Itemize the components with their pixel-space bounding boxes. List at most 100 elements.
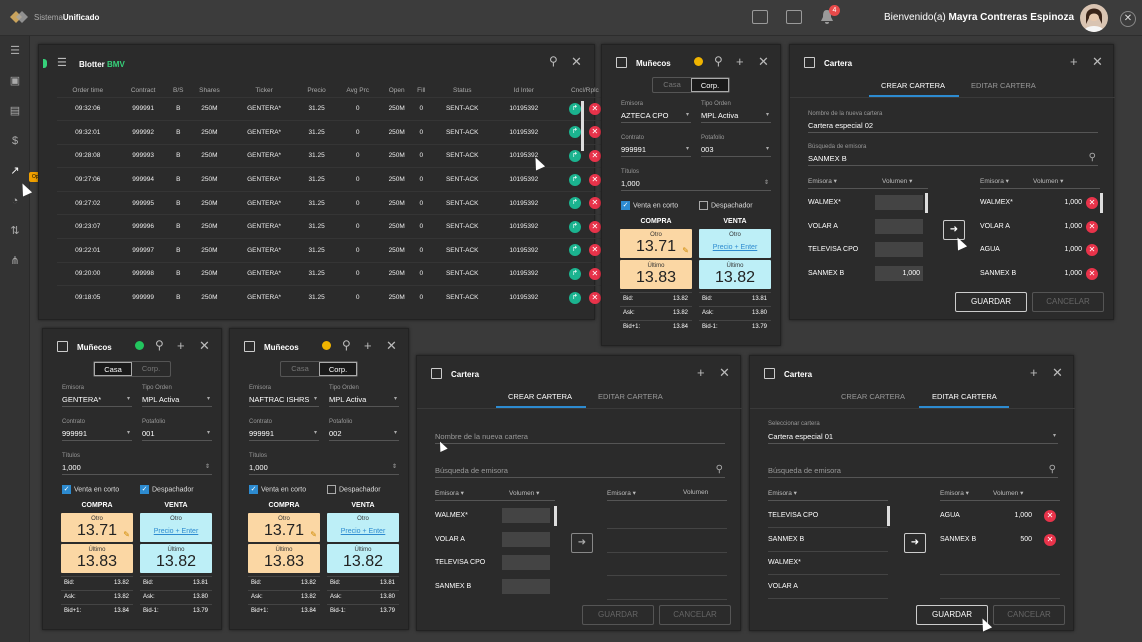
tipo-orden-field[interactable]: MPL Activa ▾ <box>329 395 399 407</box>
hierarchy-icon[interactable]: ⋔ <box>10 255 20 267</box>
search-field[interactable]: SANMEX B ⚲ <box>808 152 1098 166</box>
list-item[interactable]: TELEVISA CPO <box>808 246 859 253</box>
avatar[interactable] <box>1080 4 1108 32</box>
replace-icon[interactable]: ↱ <box>568 173 581 186</box>
remove-icon[interactable]: ✕ <box>1086 220 1098 233</box>
close-icon[interactable]: ✕ <box>1052 365 1063 380</box>
document-icon[interactable]: ▤ <box>9 105 21 117</box>
toggle-casa[interactable]: Casa <box>663 80 681 89</box>
checkbox-box[interactable]: ✓ <box>249 485 258 494</box>
close-icon[interactable]: ✕ <box>571 54 582 69</box>
contrato-field[interactable]: 999991 ▾ <box>621 145 691 157</box>
tab-editar-cartera[interactable]: EDITAR CARTERA <box>598 392 663 401</box>
casa-corp-toggle[interactable]: Casa Corp. <box>93 361 171 377</box>
sell-other-box[interactable]: Otro Precio + Enter <box>327 513 399 542</box>
titulos-field[interactable]: 1,000 ⇕ <box>621 179 771 191</box>
list-item[interactable]: AGUA <box>980 246 1000 253</box>
table-row[interactable]: 09:22:01 999997 B 250M GENTERA* 31.25 0 250M 0 SE… <box>57 238 617 263</box>
close-icon[interactable]: ✕ <box>719 365 730 380</box>
toggle-casa[interactable]: Casa <box>94 362 132 376</box>
add-icon[interactable]: + <box>364 338 372 353</box>
add-arrow-button[interactable]: ➜ <box>571 533 593 553</box>
transfer-icon[interactable]: ⇅ <box>10 225 20 237</box>
emisora-field[interactable]: AZTECA CPO ▾ <box>621 111 691 123</box>
name-field[interactable]: Nombre de la nueva cartera <box>435 432 725 444</box>
scrollbar[interactable] <box>581 101 584 151</box>
cancel-order-icon[interactable]: ✕ <box>588 102 601 115</box>
cancel-order-icon[interactable]: ✕ <box>588 267 601 280</box>
titulos-field[interactable]: 1,000 ⇕ <box>62 463 212 475</box>
tab-crear-cartera[interactable]: CREAR CARTERA <box>508 392 573 401</box>
cartera-select[interactable]: Cartera especial 01 ▾ <box>768 432 1058 444</box>
pencil-icon[interactable]: ✎ <box>682 246 689 255</box>
pencil-icon[interactable]: ✎ <box>123 530 130 539</box>
checkbox-box[interactable]: ✓ <box>62 485 71 494</box>
list-item[interactable]: SANMEX B <box>768 535 805 543</box>
search-icon[interactable]: ⚲ <box>155 338 164 352</box>
replace-icon[interactable]: ↱ <box>568 267 581 280</box>
list-item[interactable]: VOLAR A <box>768 582 798 590</box>
save-button[interactable]: GUARDAR <box>955 292 1027 312</box>
checkbox-box[interactable] <box>327 485 336 494</box>
cancel-order-icon[interactable]: ✕ <box>588 244 601 257</box>
close-icon[interactable]: ✕ <box>1092 54 1103 69</box>
list-item[interactable]: SANMEX B <box>435 582 472 590</box>
dispatcher-checkbox[interactable]: Despachador <box>327 485 381 494</box>
table-row[interactable]: 09:32:06 999991 B 250M GENTERA* 31.25 0 250M 0 SE… <box>57 96 617 121</box>
search-icon[interactable]: ⚲ <box>342 338 351 352</box>
table-row[interactable]: 09:28:08 999993 B 250M GENTERA* 31.25 0 250M 0 SE… <box>57 143 617 168</box>
cancel-order-icon[interactable]: ✕ <box>588 173 601 186</box>
remove-icon[interactable]: ✕ <box>1086 267 1098 280</box>
scrollbar[interactable] <box>887 506 890 526</box>
add-arrow-button[interactable]: ➜ <box>904 533 926 553</box>
toggle-corp[interactable]: Corp. <box>319 362 357 376</box>
cancel-button[interactable]: CANCELAR <box>659 605 731 625</box>
list-item[interactable]: TELEVISA CPO <box>435 559 486 566</box>
operation-icon[interactable]: ↗ <box>10 165 20 177</box>
search-icon[interactable]: ⚲ <box>714 54 723 68</box>
replace-icon[interactable]: ↱ <box>568 244 581 257</box>
list-icon[interactable]: ☰ <box>10 45 20 57</box>
close-icon[interactable]: ✕ <box>199 338 210 353</box>
titulos-field[interactable]: 1,000 ⇕ <box>249 463 399 475</box>
save-button[interactable]: GUARDAR <box>582 605 654 625</box>
toggle-corp[interactable]: Corp. <box>691 78 729 92</box>
replace-icon[interactable]: ↱ <box>568 220 581 233</box>
news-icon[interactable] <box>752 10 768 24</box>
volume-input[interactable] <box>502 508 550 523</box>
cancel-order-icon[interactable]: ✕ <box>588 197 601 210</box>
cancel-order-icon[interactable]: ✕ <box>588 291 601 304</box>
short-sale-checkbox[interactable]: ✓ Venta en corto <box>62 485 119 494</box>
short-sale-checkbox[interactable]: ✓ Venta en corto <box>621 201 678 210</box>
buy-other-box[interactable]: Otro 13.71 ✎ <box>248 513 320 542</box>
price-enter-link[interactable]: Precio + Enter <box>340 528 386 535</box>
table-row[interactable]: 09:23:07 999996 B 250M GENTERA* 31.25 0 250M 0 SE… <box>57 214 617 239</box>
tab-crear-cartera[interactable]: CREAR CARTERA <box>841 392 906 401</box>
scrollbar[interactable] <box>925 193 928 213</box>
replace-icon[interactable]: ↱ <box>568 126 581 139</box>
add-icon[interactable]: + <box>697 365 705 380</box>
table-row[interactable]: 09:20:00 999998 B 250M GENTERA* 31.25 0 250M 0 SE… <box>57 261 617 286</box>
emisora-field[interactable]: GENTERA* ▾ <box>62 395 132 407</box>
table-row[interactable]: 09:32:01 999992 B 250M GENTERA* 31.25 0 250M 0 SE… <box>57 120 617 145</box>
list-item[interactable]: SANMEX B <box>808 269 845 277</box>
volume-input[interactable] <box>875 242 923 257</box>
add-icon[interactable]: + <box>177 338 185 353</box>
portafolio-field[interactable]: 003 ▾ <box>701 145 771 157</box>
portafolio-field[interactable]: 002 ▾ <box>329 429 399 441</box>
replace-icon[interactable]: ↱ <box>568 102 581 115</box>
remove-icon[interactable]: ✕ <box>1044 510 1056 522</box>
emisora-field[interactable]: NAFTRAC ISHRS ▾ <box>249 395 319 407</box>
search-icon[interactable]: ⚲ <box>549 54 558 68</box>
checkbox-box[interactable]: ✓ <box>140 485 149 494</box>
buy-other-box[interactable]: Otro 13.71 ✎ <box>620 229 692 258</box>
list-item[interactable]: WALMEX* <box>768 559 801 566</box>
contrato-field[interactable]: 999991 ▾ <box>249 429 319 441</box>
casa-corp-toggle[interactable]: Casa Corp. <box>280 361 358 377</box>
volume-input[interactable]: 1,000 <box>875 265 923 281</box>
table-row[interactable]: 09:27:06 999994 B 250M GENTERA* 31.25 0 250M 0 SE… <box>57 167 617 192</box>
add-icon[interactable]: + <box>1070 54 1078 69</box>
remove-icon[interactable]: ✕ <box>1044 533 1056 546</box>
wallet-icon[interactable]: ▣ <box>9 75 21 87</box>
toggle-corp[interactable]: Corp. <box>141 364 161 373</box>
